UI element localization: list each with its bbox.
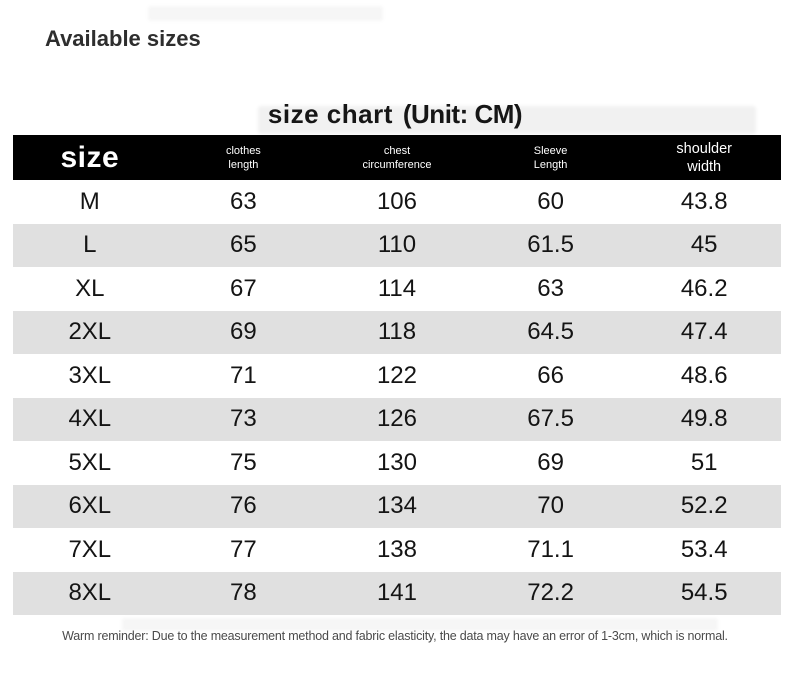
size-cell: 5XL bbox=[68, 448, 112, 476]
header-cell-size: size bbox=[60, 140, 120, 174]
value-cell: 75 bbox=[230, 448, 257, 476]
value-cell: 126 bbox=[376, 405, 417, 433]
table-row: L 65 110 61.5 45 bbox=[13, 223, 781, 267]
size-table-header: size clothes length chest circumference Slee… bbox=[13, 135, 781, 180]
header-cell-shoulder-width: shoulder width bbox=[676, 140, 732, 175]
value-cell: 118 bbox=[377, 318, 417, 346]
value-cell: 67 bbox=[230, 274, 257, 302]
value-cell: 49.8 bbox=[680, 405, 728, 433]
size-table: size clothes length chest circumference Slee… bbox=[13, 135, 781, 615]
value-cell: 76 bbox=[230, 492, 257, 520]
table-row: 8XL 78 141 72.2 54.5 bbox=[13, 571, 781, 615]
table-row: 5XL 75 130 69 51 bbox=[13, 441, 781, 485]
value-cell: 138 bbox=[376, 535, 417, 563]
value-cell: 43.8 bbox=[680, 187, 728, 215]
value-cell: 48.6 bbox=[680, 361, 728, 389]
value-cell: 52.2 bbox=[680, 492, 728, 520]
header-cell-clothes-length: clothes length bbox=[225, 144, 261, 171]
value-cell: 66 bbox=[537, 361, 564, 389]
table-row: XL 67 114 63 46.2 bbox=[13, 267, 781, 311]
chart-heading: size chart (Unit: CM) bbox=[0, 99, 790, 130]
value-cell: 122 bbox=[376, 361, 417, 389]
table-row: 6XL 76 134 70 52.2 bbox=[13, 484, 781, 528]
value-cell: 69 bbox=[537, 448, 564, 476]
value-cell: 63 bbox=[537, 274, 564, 302]
header-cell-sleeve-length: Sleeve Length bbox=[533, 144, 568, 171]
value-cell: 106 bbox=[376, 187, 417, 215]
value-cell: 46.2 bbox=[680, 274, 728, 302]
value-cell: 141 bbox=[376, 579, 417, 607]
table-row: M 63 106 60 43.8 bbox=[13, 180, 781, 224]
value-cell: 53.4 bbox=[680, 535, 728, 563]
value-cell: 78 bbox=[230, 579, 257, 607]
size-cell: 3XL bbox=[68, 361, 112, 389]
table-row: 2XL 69 118 64.5 47.4 bbox=[13, 310, 781, 354]
chart-unit-label: (Unit: CM) bbox=[402, 99, 523, 129]
size-cell: 4XL bbox=[68, 405, 112, 433]
value-cell: 114 bbox=[377, 274, 417, 302]
chart-title: size chart bbox=[267, 99, 393, 129]
value-cell: 134 bbox=[376, 492, 417, 520]
value-cell: 45 bbox=[690, 231, 718, 259]
size-cell: 7XL bbox=[68, 535, 112, 563]
table-header-row: size clothes length chest circumference Slee… bbox=[13, 135, 781, 180]
value-cell: 63 bbox=[230, 187, 257, 215]
value-cell: 130 bbox=[376, 448, 417, 476]
size-cell: 6XL bbox=[68, 492, 112, 520]
value-cell: 71.1 bbox=[527, 535, 574, 563]
size-cell: 2XL bbox=[68, 318, 112, 346]
value-cell: 77 bbox=[230, 535, 257, 563]
value-cell: 70 bbox=[537, 492, 564, 520]
value-cell: 110 bbox=[377, 231, 417, 259]
value-cell: 54.5 bbox=[680, 579, 728, 607]
watermark-smudge-heading bbox=[258, 106, 756, 134]
table-row: 4XL 73 126 67.5 49.8 bbox=[13, 397, 781, 441]
table-row: 3XL 71 122 66 48.6 bbox=[13, 354, 781, 398]
value-cell: 61.5 bbox=[527, 231, 574, 259]
value-cell: 69 bbox=[230, 318, 257, 346]
size-cell: 8XL bbox=[68, 579, 112, 607]
value-cell: 64.5 bbox=[527, 318, 574, 346]
header-cell-chest-circumference: chest circumference bbox=[362, 144, 432, 171]
page-title: Available sizes bbox=[45, 26, 201, 51]
watermark-smudge-top bbox=[148, 6, 383, 21]
value-cell: 72.2 bbox=[527, 579, 574, 607]
value-cell: 67.5 bbox=[527, 405, 574, 433]
value-cell: 71 bbox=[230, 361, 257, 389]
size-cell: XL bbox=[75, 274, 105, 302]
value-cell: 47.4 bbox=[680, 318, 728, 346]
size-cell: M bbox=[79, 187, 100, 215]
size-cell: L bbox=[83, 231, 97, 259]
value-cell: 60 bbox=[537, 187, 564, 215]
value-cell: 73 bbox=[230, 405, 257, 433]
value-cell: 65 bbox=[230, 231, 257, 259]
table-row: 7XL 77 138 71.1 53.4 bbox=[13, 528, 781, 572]
warm-reminder-text: Warm reminder: Due to the measurement me… bbox=[62, 629, 728, 643]
size-table-body: M 63 106 60 43.8 L 65 110 61.5 45 XL 67 114 63 46.2 2XL… bbox=[13, 180, 781, 615]
value-cell: 51 bbox=[690, 448, 718, 476]
